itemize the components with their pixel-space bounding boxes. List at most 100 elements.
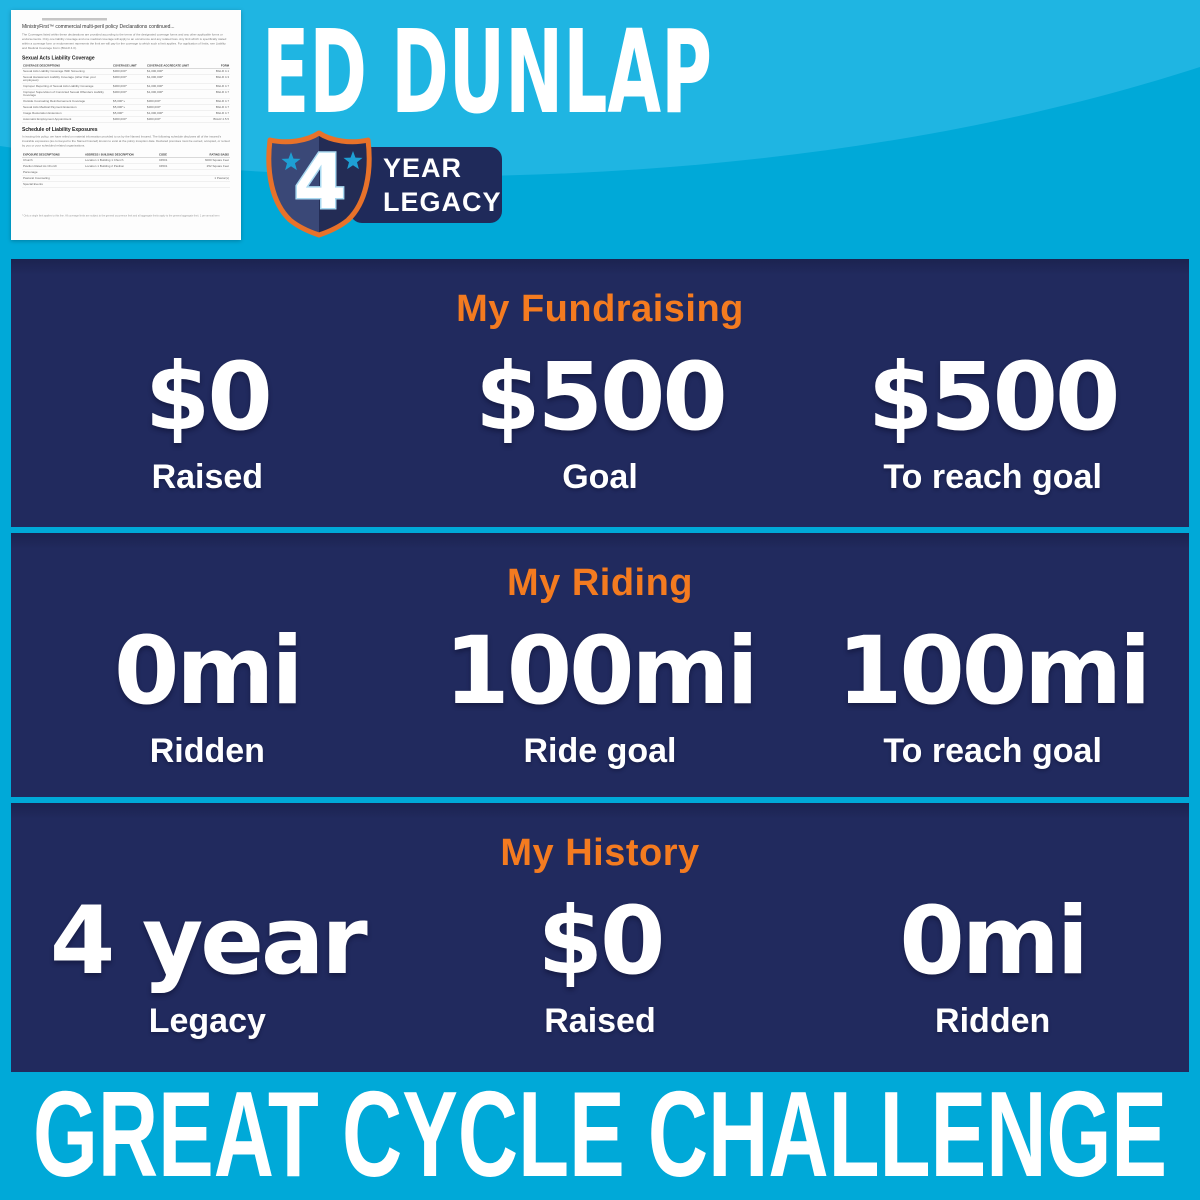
table-cell bbox=[158, 169, 189, 176]
panel-title: My Riding bbox=[506, 562, 694, 604]
table-cell: 04501 bbox=[158, 157, 189, 164]
table-cell: 1 Pastor(s) bbox=[188, 175, 230, 182]
column-header: COVERAGE AGGREGATE LIMIT bbox=[146, 63, 201, 69]
table-cell bbox=[84, 169, 159, 176]
document-intro-paragraph: The Coverages listed within these declar… bbox=[22, 33, 227, 51]
panel-title: My Fundraising bbox=[456, 288, 744, 330]
table-cell: $1,000,000* bbox=[146, 74, 201, 84]
event-wordmark: GREAT CYCLE CHALLENGE bbox=[33, 1072, 1167, 1200]
table-cell: BGLR 4.5.5 bbox=[200, 116, 230, 123]
stat-label: Legacy bbox=[148, 1001, 266, 1040]
coverage-section-heading: Sexual Acts Liability Coverage bbox=[22, 55, 95, 62]
table-cell: $1,000,000* bbox=[146, 89, 201, 99]
table-cell: $5,000*+ bbox=[112, 98, 147, 105]
table-row: Pastoral Counseling 1 Pastor(s) bbox=[22, 175, 230, 182]
stat-legacy: 4 year Legacy bbox=[11, 886, 404, 1040]
table-cell: Pavilion Rated As Church bbox=[22, 163, 85, 170]
table-cell bbox=[158, 175, 189, 182]
table-row: Improper Reporting of Sexual Acts Liabil… bbox=[22, 83, 230, 90]
stat-ridden: 0mi Ridden bbox=[11, 616, 404, 770]
table-cell: 04501 bbox=[158, 163, 189, 170]
stat-value: 4 year bbox=[49, 886, 368, 996]
stat-value: 0mi bbox=[114, 616, 304, 726]
table-cell: Church bbox=[22, 157, 85, 164]
stat-value: 100mi bbox=[444, 616, 758, 726]
document-footnote: * Only a single limit applies to this li… bbox=[22, 214, 220, 218]
stat-label: Ride goal bbox=[523, 731, 677, 770]
table-cell: BGLR 4.7 bbox=[200, 104, 230, 111]
legacy-label-line2: LEGACY bbox=[383, 187, 502, 217]
table-row: Sexual Acts Liability Coverage With Scre… bbox=[22, 68, 230, 75]
panel-riding: My Riding 0mi Ridden 100mi Ride goal 100… bbox=[11, 533, 1189, 797]
stat-label: To reach goal bbox=[883, 457, 1102, 496]
table-row: Automatic Employment Appointment $300,00… bbox=[22, 116, 230, 123]
coverage-table: COVERAGE DESCRIPTIONS COVERAGE LIMIT COV… bbox=[22, 63, 230, 123]
table-cell: Sexual Acts Medical Payment Extension bbox=[22, 104, 113, 111]
table-cell: Location 1 Building 1 Church bbox=[84, 157, 159, 164]
table-row: Image Restoration Extension $5,000* $1,0… bbox=[22, 110, 230, 117]
stat-value: $500 bbox=[867, 342, 1121, 452]
table-cell: Outside Counseling Reimbursement Coverag… bbox=[22, 98, 113, 105]
column-header: CODE bbox=[158, 152, 189, 158]
stat-value: $500 bbox=[475, 342, 728, 452]
table-row: Special Events bbox=[22, 181, 230, 188]
table-row: Church Location 1 Building 1 Church 0450… bbox=[22, 157, 230, 164]
table-cell: Pastoral Counseling bbox=[22, 175, 85, 182]
table-cell: 6000 Square Feet bbox=[188, 157, 230, 164]
stat-value: 100mi bbox=[836, 616, 1151, 726]
exposures-section-heading: Schedule of Liability Exposures bbox=[22, 127, 98, 133]
table-cell: Improper Reporting of Sexual Acts Liabil… bbox=[22, 83, 113, 90]
table-cell: $1,000,000* bbox=[146, 83, 201, 90]
table-cell: BGLR 4.7 bbox=[200, 83, 230, 90]
table-cell bbox=[188, 169, 230, 176]
table-row: Pavilion Rated As Church Location 1 Buil… bbox=[22, 163, 230, 170]
table-cell: $5,000* bbox=[112, 110, 147, 117]
table-cell bbox=[84, 175, 159, 182]
table-cell bbox=[84, 181, 159, 188]
table-cell: Sexual Acts Liability Coverage With Scre… bbox=[22, 68, 113, 75]
stat-to-reach-goal: 100mi To reach goal bbox=[796, 616, 1189, 770]
table-cell: BGLR 4.3 bbox=[200, 74, 230, 84]
legacy-badge: YEAR LEGACY 4 bbox=[266, 130, 502, 238]
exposures-intro-paragraph: In issuing this policy, we have relied o… bbox=[22, 135, 230, 148]
event-wordmark-text: GREAT CYCLE CHALLENGE bbox=[33, 1072, 1167, 1200]
background-wave bbox=[0, 0, 1200, 177]
stats-row: 0mi Ridden 100mi Ride goal 100mi To reac… bbox=[11, 616, 1189, 770]
table-cell: Location 1 Building 2 Pavilion bbox=[84, 163, 159, 170]
column-header: ADDRESS / BUILDING DESCRIPTION bbox=[84, 152, 159, 158]
legacy-label-line1: YEAR bbox=[383, 153, 462, 183]
table-row: Improper Supervision of Convicted Sexual… bbox=[22, 89, 230, 99]
rider-name-banner: ED DUNLAP bbox=[262, 8, 712, 128]
table-cell: Parsonage bbox=[22, 169, 85, 176]
table-cell bbox=[158, 181, 189, 188]
column-header: FORM bbox=[200, 63, 230, 69]
table-cell: $300,000* bbox=[146, 104, 201, 111]
stat-to-reach-goal: $500 To reach goal bbox=[796, 342, 1189, 496]
stats-row: 4 year Legacy $0 Raised 0mi Ridden bbox=[11, 886, 1189, 1040]
shield-icon: 4 bbox=[266, 130, 372, 238]
table-cell: $300,000* bbox=[112, 74, 147, 84]
star-icon bbox=[281, 152, 301, 171]
table-cell: $300,000* bbox=[146, 116, 201, 123]
column-header: COVERAGE DESCRIPTIONS bbox=[22, 63, 113, 69]
stat-goal: $500 Goal bbox=[404, 342, 797, 496]
coverage-table-header-row: COVERAGE DESCRIPTIONS COVERAGE LIMIT COV… bbox=[22, 63, 230, 69]
table-cell: 252 Square Feet bbox=[188, 163, 230, 170]
stat-raised: $0 Raised bbox=[11, 350, 404, 496]
table-cell: BGLR 4.7 bbox=[200, 110, 230, 117]
table-cell: $300,000* bbox=[112, 68, 147, 75]
stat-label: Ridden bbox=[149, 731, 265, 770]
table-cell: $1,000,000* bbox=[146, 110, 201, 117]
table-cell bbox=[188, 181, 230, 188]
stat-value: $0 bbox=[537, 886, 666, 996]
stat-ridden: 0mi Ridden bbox=[796, 894, 1189, 1040]
stat-label: Raised bbox=[151, 457, 264, 496]
column-header: COVERAGE LIMIT bbox=[112, 63, 147, 69]
table-cell: $300,000* bbox=[112, 116, 147, 123]
table-cell: $1,000,000* bbox=[146, 68, 201, 75]
policy-document-thumbnail: MinistryFirst™ commercial multi-peril po… bbox=[11, 10, 241, 240]
table-row: Sexual Harassment Liability Coverage (ot… bbox=[22, 74, 230, 84]
stat-label: Raised bbox=[544, 1001, 656, 1040]
rider-name: ED DUNLAP bbox=[262, 8, 712, 128]
